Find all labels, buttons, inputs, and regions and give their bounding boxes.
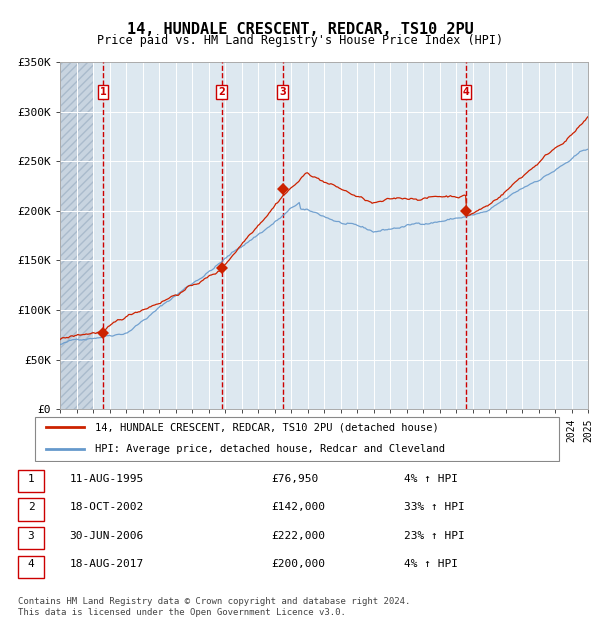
Text: Contains HM Land Registry data © Crown copyright and database right 2024.
This d: Contains HM Land Registry data © Crown c… [18, 598, 410, 617]
Bar [60, 62, 93, 409]
Text: Price paid vs. HM Land Registry's House Price Index (HPI): Price paid vs. HM Land Registry's House … [97, 34, 503, 47]
Text: 1: 1 [100, 87, 106, 97]
Text: 2: 2 [28, 502, 34, 512]
Text: 11-AUG-1995: 11-AUG-1995 [70, 474, 144, 484]
FancyBboxPatch shape [35, 417, 559, 461]
Text: 4% ↑ HPI: 4% ↑ HPI [404, 559, 458, 569]
Text: £76,950: £76,950 [271, 474, 319, 484]
FancyBboxPatch shape [18, 470, 44, 492]
Text: 30-JUN-2006: 30-JUN-2006 [70, 531, 144, 541]
Text: £142,000: £142,000 [271, 502, 325, 512]
Text: 18-OCT-2002: 18-OCT-2002 [70, 502, 144, 512]
Text: 14, HUNDALE CRESCENT, REDCAR, TS10 2PU (detached house): 14, HUNDALE CRESCENT, REDCAR, TS10 2PU (… [95, 422, 439, 432]
Text: 14, HUNDALE CRESCENT, REDCAR, TS10 2PU: 14, HUNDALE CRESCENT, REDCAR, TS10 2PU [127, 22, 473, 37]
Text: £200,000: £200,000 [271, 559, 325, 569]
FancyBboxPatch shape [18, 498, 44, 521]
Text: 18-AUG-2017: 18-AUG-2017 [70, 559, 144, 569]
Text: 4: 4 [463, 87, 469, 97]
Text: HPI: Average price, detached house, Redcar and Cleveland: HPI: Average price, detached house, Redc… [95, 444, 445, 454]
Text: 4: 4 [28, 559, 34, 569]
Text: 3: 3 [28, 531, 34, 541]
Text: 33% ↑ HPI: 33% ↑ HPI [404, 502, 464, 512]
FancyBboxPatch shape [18, 527, 44, 549]
Text: 2: 2 [218, 87, 225, 97]
Text: 3: 3 [280, 87, 286, 97]
Text: 1: 1 [28, 474, 34, 484]
Text: £222,000: £222,000 [271, 531, 325, 541]
Text: 23% ↑ HPI: 23% ↑ HPI [404, 531, 464, 541]
FancyBboxPatch shape [18, 556, 44, 578]
Bar [60, 62, 93, 409]
Text: 4% ↑ HPI: 4% ↑ HPI [404, 474, 458, 484]
